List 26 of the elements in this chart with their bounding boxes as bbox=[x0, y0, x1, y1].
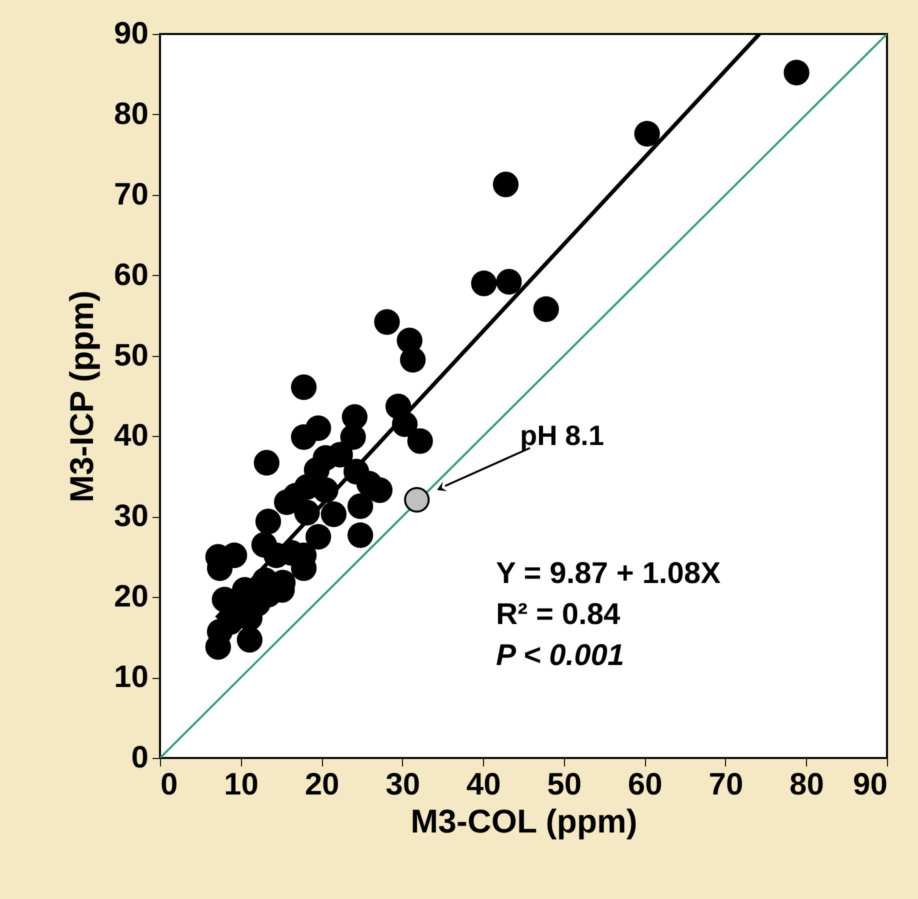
annotation: R² = 0.84 bbox=[496, 598, 621, 631]
x-tick-label: 10 bbox=[224, 766, 259, 802]
annotation: P < 0.001 bbox=[496, 639, 624, 672]
x-tick-label: 30 bbox=[386, 766, 420, 802]
x-tick-label: 0 bbox=[160, 766, 178, 802]
y-tick-label: 10 bbox=[114, 659, 148, 694]
y-axis-title: M3-ICP (ppm) bbox=[63, 290, 100, 503]
annotation: pH 8.1 bbox=[520, 420, 604, 451]
x-axis-title: M3-COL (ppm) bbox=[410, 802, 638, 840]
x-tick-label: 20 bbox=[304, 766, 340, 802]
y-tick-label: 40 bbox=[114, 418, 148, 453]
x-tick-label: 70 bbox=[708, 766, 744, 802]
x-tick-label: 40 bbox=[466, 766, 501, 802]
x-tick-label: 80 bbox=[789, 766, 824, 802]
x-tick-label: 90 bbox=[853, 766, 888, 802]
y-tick-label: 80 bbox=[114, 96, 148, 131]
y-tick-label: 20 bbox=[114, 578, 148, 614]
x-tick-label: 60 bbox=[628, 766, 662, 802]
annotation: Y = 9.87 + 1.08X bbox=[496, 557, 721, 590]
y-tick-label: 30 bbox=[114, 498, 148, 534]
y-tick-label: 50 bbox=[114, 337, 148, 372]
y-tick-label: 70 bbox=[114, 176, 148, 212]
y-tick-label: 90 bbox=[114, 16, 148, 50]
y-tick-label: 0 bbox=[131, 740, 148, 774]
x-tick-label: 50 bbox=[547, 766, 582, 802]
y-tick-label: 60 bbox=[114, 256, 148, 292]
